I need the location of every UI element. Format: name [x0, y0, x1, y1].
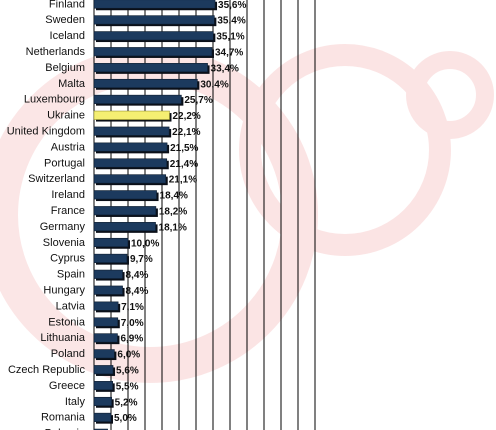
value-label: 7,1% — [121, 302, 144, 313]
category-label: Czech Republic — [8, 364, 86, 376]
value-label: 35,1% — [216, 32, 244, 43]
category-label: Hungary — [43, 284, 85, 296]
category-label: Portugal — [44, 157, 85, 169]
bar-belgium — [93, 63, 208, 73]
category-label: Bulgaria — [45, 428, 86, 430]
category-label: Luxembourg — [24, 94, 85, 106]
category-label: Spain — [57, 269, 85, 281]
value-label: 18,4% — [160, 191, 188, 202]
bar-estonia — [93, 317, 119, 327]
value-label: 21,1% — [169, 175, 197, 186]
value-label: 7,0% — [121, 318, 144, 329]
value-label: 18,2% — [159, 206, 187, 217]
bar-united-kingdom — [93, 126, 170, 136]
bar-france — [93, 206, 157, 216]
category-label: Poland — [51, 348, 85, 360]
category-label: France — [51, 205, 85, 217]
category-label: Cyprus — [50, 253, 85, 265]
value-label: 21,4% — [170, 159, 198, 170]
value-label: 25,7% — [184, 95, 212, 106]
value-label: 8,4% — [126, 270, 149, 281]
category-label: Romania — [41, 412, 86, 424]
bar-spain — [93, 269, 123, 279]
bar-portugal — [93, 158, 168, 168]
value-label: 22,2% — [172, 111, 200, 122]
bar-poland — [93, 349, 115, 359]
category-label: Austria — [51, 141, 86, 153]
bar-switzerland — [93, 174, 167, 184]
category-label: Latvia — [56, 300, 86, 312]
bar-ireland — [93, 190, 157, 200]
value-label: 5,6% — [116, 365, 139, 376]
bar-hungary — [93, 285, 123, 295]
bar-cyprus — [93, 253, 128, 263]
value-label: 5,5% — [116, 381, 139, 392]
category-label: Finland — [49, 0, 85, 10]
category-label: Greece — [49, 380, 85, 392]
bar-sweden — [93, 15, 215, 25]
value-label: 33,4% — [211, 63, 239, 74]
bar-germany — [93, 222, 156, 232]
category-label: Sweden — [45, 14, 85, 26]
value-label: 5,0% — [114, 413, 137, 424]
value-label: 10,0% — [131, 238, 159, 249]
category-label: Lithuania — [40, 332, 86, 344]
category-label: Switzerland — [28, 173, 85, 185]
bar-austria — [93, 142, 168, 152]
bar-iceland — [93, 31, 214, 41]
category-label: Netherlands — [26, 46, 86, 58]
value-label: 30,4% — [200, 79, 228, 90]
category-label: Slovenia — [43, 237, 86, 249]
bar-lithuania — [93, 333, 118, 343]
category-label: Iceland — [50, 30, 85, 42]
bar-greece — [93, 381, 114, 391]
value-label: 9,7% — [130, 254, 153, 265]
value-label: 22,1% — [172, 127, 200, 138]
value-label: 6,9% — [120, 334, 143, 345]
value-label: 35,4% — [217, 16, 245, 27]
category-label: Belgium — [45, 62, 85, 74]
category-label: Ukraine — [47, 110, 85, 122]
category-label: Italy — [65, 396, 86, 408]
value-label: 8,4% — [126, 286, 149, 297]
bar-luxembourg — [93, 94, 182, 104]
value-label: 6,0% — [117, 350, 140, 361]
category-label: United Kingdom — [7, 125, 85, 137]
bar-romania — [93, 412, 112, 422]
category-label: Germany — [40, 221, 86, 233]
bar-italy — [93, 396, 112, 407]
value-label: 34,7% — [215, 47, 243, 58]
bar-czech-republic — [93, 365, 114, 375]
bar-latvia — [93, 301, 119, 311]
category-label: Ireland — [51, 189, 85, 201]
bar-slovenia — [93, 237, 129, 248]
category-label: Malta — [58, 78, 86, 90]
bar-malta — [93, 78, 198, 89]
bar-finland — [93, 0, 216, 9]
bar-netherlands — [93, 47, 213, 57]
category-label: Estonia — [48, 316, 86, 328]
bar-ukraine — [93, 110, 170, 120]
value-label: 18,1% — [159, 222, 187, 233]
value-label: 35,6% — [218, 0, 246, 11]
value-label: 5,2% — [115, 397, 138, 408]
value-label: 21,5% — [170, 143, 198, 154]
